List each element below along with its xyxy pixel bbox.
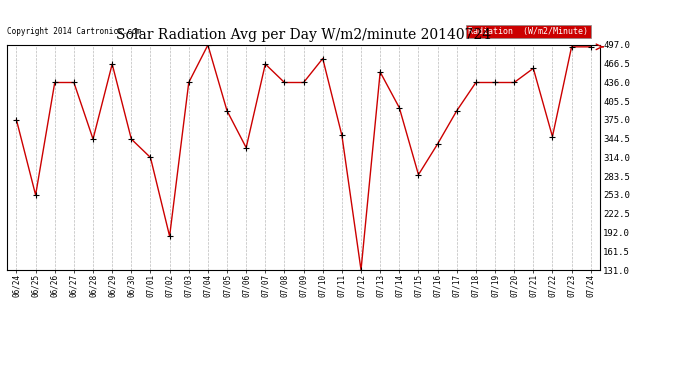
- Text: Radiation  (W/m2/Minute): Radiation (W/m2/Minute): [469, 27, 589, 36]
- Title: Solar Radiation Avg per Day W/m2/minute 20140724: Solar Radiation Avg per Day W/m2/minute …: [116, 28, 491, 42]
- Text: Copyright 2014 Cartronics.com: Copyright 2014 Cartronics.com: [7, 27, 141, 36]
